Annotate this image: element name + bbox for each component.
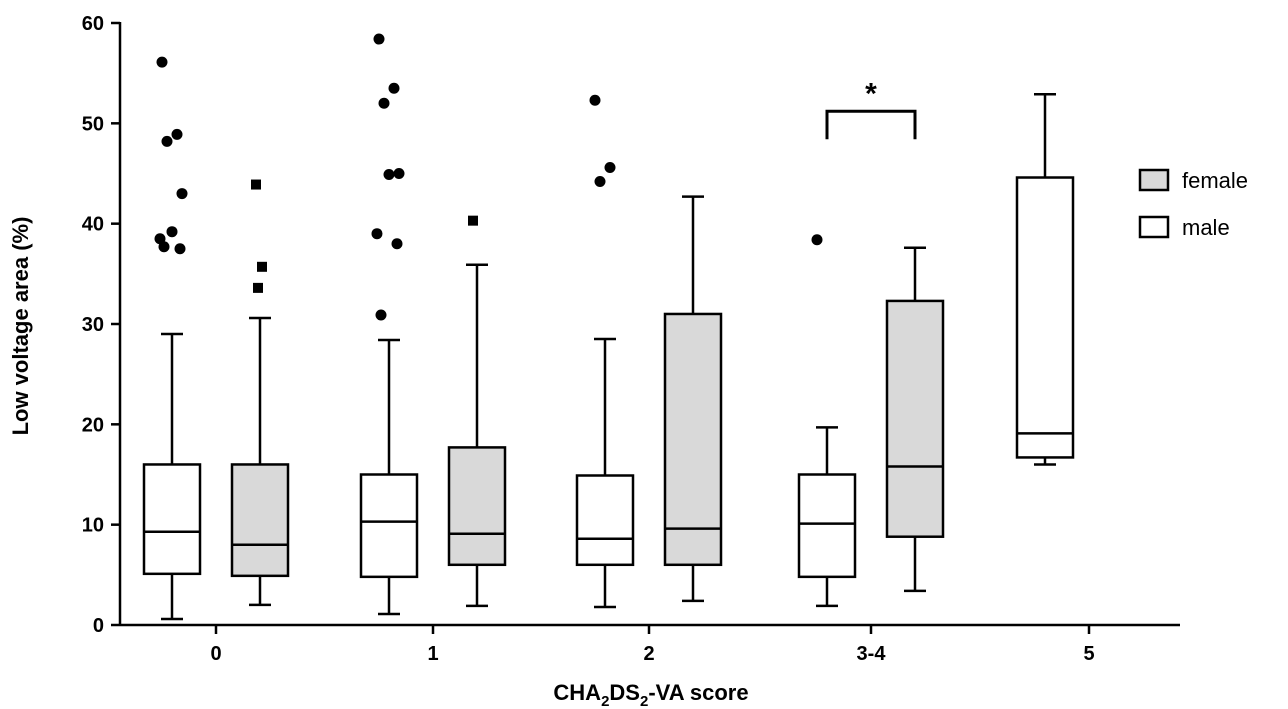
box-male-0 — [142, 56, 202, 621]
iqr-box — [663, 312, 723, 567]
x-tick-label: 5 — [1083, 643, 1094, 665]
legend: female male — [1138, 168, 1248, 240]
box-male-2 — [575, 94, 635, 609]
outlier-point — [604, 161, 616, 173]
outlier-point — [393, 168, 405, 179]
outlier-point — [468, 215, 478, 226]
iqr-box — [447, 446, 507, 567]
significance-bracket — [825, 109, 917, 140]
x-tick-label: 1 — [427, 643, 438, 665]
iqr-box — [575, 474, 635, 567]
outlier-point — [156, 56, 168, 68]
x-axis: 0 1 2 3-4 5 — [120, 623, 1180, 665]
outlier-point — [176, 188, 188, 200]
iqr-box — [797, 473, 857, 579]
box-female-0 — [230, 179, 290, 607]
outlier-point — [371, 228, 383, 240]
y-tick-label: 50 — [82, 113, 104, 135]
y-tick-label: 10 — [82, 515, 104, 537]
outlier-point — [383, 169, 395, 181]
y-axis: 0 10 20 30 40 50 60 — [82, 13, 122, 637]
box-male-5 — [1015, 92, 1075, 466]
box-male-1 — [359, 33, 419, 616]
x-axis-title: CHA2DS2-VA score — [553, 680, 748, 709]
box-female-2 — [663, 195, 723, 603]
legend-item-male: male — [1138, 215, 1230, 240]
outlier-point — [378, 97, 390, 109]
significance-star: * — [865, 77, 877, 110]
legend-swatch — [1138, 215, 1170, 239]
iqr-box — [142, 463, 202, 576]
iqr-box — [885, 299, 945, 538]
outlier-point — [589, 94, 601, 106]
outlier-point — [811, 234, 823, 246]
y-tick-label: 40 — [82, 214, 104, 236]
outlier-point — [158, 241, 170, 253]
outlier-point — [166, 226, 178, 238]
iqr-box — [359, 473, 419, 579]
x-tick-label: 3-4 — [857, 643, 887, 665]
x-tick-label: 2 — [643, 643, 654, 665]
y-tick-label: 60 — [82, 13, 104, 35]
box-male-3-4 — [797, 234, 857, 608]
legend-item-female: female — [1138, 168, 1248, 193]
outlier-point — [174, 243, 186, 255]
outlier-point — [373, 33, 385, 45]
outlier-point — [391, 238, 403, 250]
y-tick-label: 30 — [82, 314, 104, 336]
y-tick-label: 0 — [93, 615, 104, 637]
outlier-point — [253, 282, 263, 293]
iqr-box — [1015, 176, 1075, 459]
box-female-3-4 — [885, 246, 945, 593]
outlier-point — [257, 261, 267, 272]
iqr-box — [230, 463, 290, 578]
box-female-1 — [447, 215, 507, 608]
outlier-point — [375, 309, 387, 321]
y-tick-label: 20 — [82, 414, 104, 436]
box-plots — [142, 33, 1075, 621]
y-axis-title: Low voltage area (%) — [8, 217, 33, 436]
legend-swatch — [1138, 168, 1170, 192]
legend-label: male — [1182, 215, 1230, 240]
outlier-point — [171, 128, 183, 140]
outlier-point — [388, 82, 400, 94]
significance-annotation: * — [825, 77, 917, 140]
outlier-point — [251, 179, 261, 190]
x-tick-label: 0 — [210, 643, 221, 665]
legend-label: female — [1182, 168, 1248, 193]
outlier-point — [161, 135, 173, 147]
outlier-point — [594, 176, 606, 188]
